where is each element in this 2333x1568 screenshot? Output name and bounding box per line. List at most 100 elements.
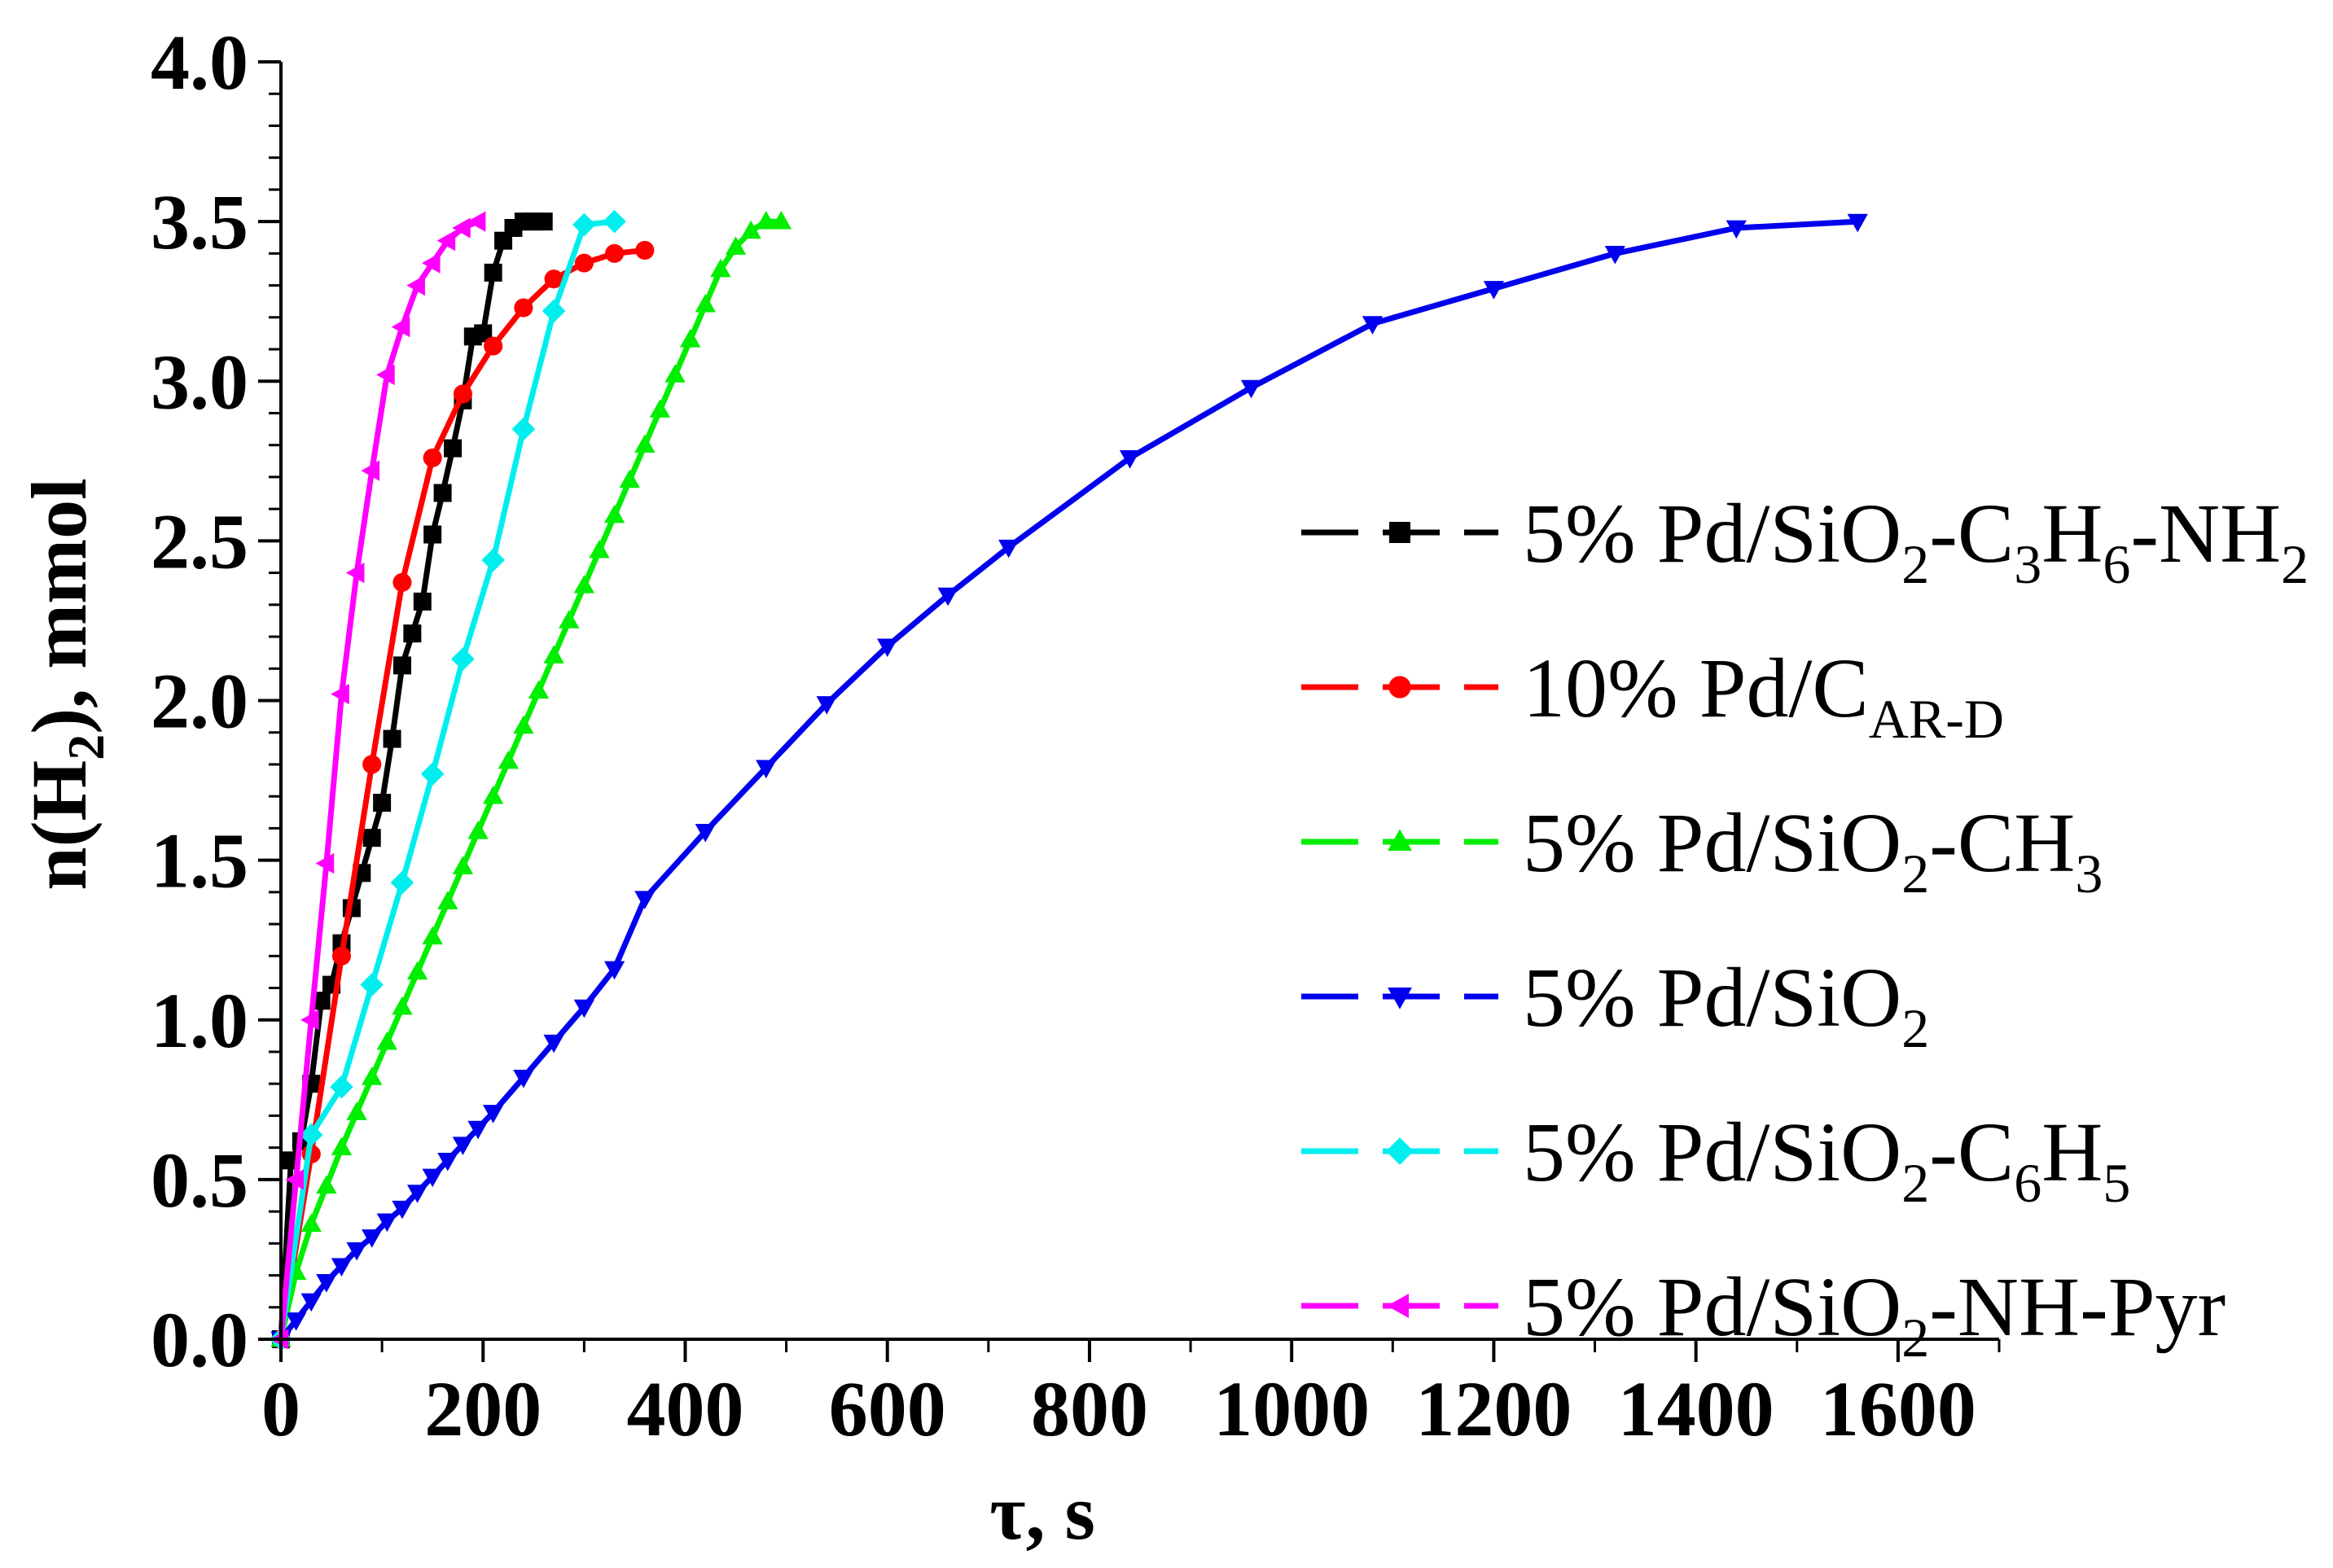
data-point	[362, 755, 382, 774]
series-6	[270, 211, 486, 1350]
data-point	[1483, 281, 1505, 300]
data-point	[421, 252, 441, 274]
data-point	[376, 1031, 397, 1050]
data-point	[392, 996, 413, 1015]
data-point	[330, 1075, 353, 1099]
legend-label: 5% Pd/SiO2-NH-Pyr	[1523, 1260, 2226, 1369]
data-point	[406, 274, 425, 296]
x-tick-label: 0	[261, 1365, 300, 1452]
data-point	[543, 1034, 564, 1053]
data-point	[603, 961, 625, 980]
y-tick-label: 0.0	[151, 1296, 248, 1383]
data-point	[649, 399, 671, 418]
y-tick-label: 3.0	[151, 338, 248, 425]
y-tick-label: 1.0	[151, 977, 248, 1064]
data-point	[1604, 246, 1626, 265]
data-point	[1240, 379, 1262, 399]
data-point	[362, 1067, 383, 1085]
data-point	[437, 1152, 458, 1172]
data-point	[603, 504, 625, 523]
data-point	[423, 525, 442, 544]
data-point	[422, 1168, 443, 1188]
data-point	[474, 324, 493, 343]
legend-label: 10% Pd/CAR-D	[1523, 642, 2004, 750]
data-point	[756, 210, 777, 230]
data-point	[406, 961, 428, 980]
legend-marker	[1386, 1137, 1414, 1165]
legend-marker	[1389, 522, 1410, 543]
data-point	[603, 209, 626, 234]
legend-label: 5% Pd/SiO2	[1523, 951, 1929, 1059]
data-point	[619, 469, 640, 488]
data-point	[316, 1274, 337, 1293]
data-point	[299, 1123, 323, 1147]
series-3	[270, 210, 792, 1347]
y-tick-label: 2.0	[151, 658, 248, 745]
data-point	[433, 484, 452, 502]
data-point	[695, 293, 716, 313]
data-point	[346, 1242, 367, 1261]
data-point	[361, 460, 380, 481]
y-tick-label: 1.5	[151, 817, 248, 904]
data-point	[559, 610, 580, 629]
data-point	[285, 1312, 307, 1331]
legend-item-1: 5% Pd/SiO2-C3H6-NH2	[1301, 487, 2309, 595]
legend: 5% Pd/SiO2-C3H6-NH2 10% Pd/CAR-D 5% Pd/SiO…	[1301, 487, 2309, 1369]
x-tick-label: 800	[1031, 1365, 1148, 1452]
legend-label: 5% Pd/SiO2-C6H5	[1523, 1106, 2130, 1214]
data-point	[383, 729, 401, 748]
data-point	[695, 823, 716, 843]
data-point	[1119, 450, 1141, 469]
data-point	[331, 1137, 353, 1155]
data-point	[346, 1102, 367, 1120]
series-4	[270, 213, 1868, 1351]
series-line	[278, 218, 618, 1342]
data-point	[740, 220, 761, 239]
data-point	[1362, 316, 1384, 335]
x-tick-label: 200	[424, 1365, 542, 1452]
data-point	[573, 575, 595, 593]
legend-item-4: 5% Pd/SiO2	[1301, 951, 1929, 1059]
data-point	[937, 587, 958, 607]
data-point	[420, 762, 445, 786]
y-tick-label: 3.5	[151, 178, 248, 265]
data-point	[452, 1137, 474, 1155]
data-point	[453, 384, 472, 404]
data-point	[482, 785, 504, 804]
data-point	[467, 1120, 489, 1140]
data-point	[376, 1213, 397, 1233]
data-point	[422, 926, 443, 945]
data-point	[498, 750, 519, 769]
x-tick-label: 400	[626, 1365, 743, 1452]
y-axis-title: n(H2), mmol	[15, 478, 115, 891]
legend-marker	[1388, 676, 1411, 699]
legend-item-6: 5% Pd/SiO2-NH-Pyr	[1301, 1260, 2226, 1369]
data-point	[467, 821, 489, 839]
legend-marker	[1388, 987, 1412, 1010]
data-point	[300, 1293, 322, 1312]
data-point	[574, 253, 594, 273]
data-point	[534, 212, 553, 231]
y-tick-label: 0.5	[151, 1137, 248, 1224]
data-point	[481, 548, 505, 572]
series-line	[278, 218, 784, 1342]
x-tick-label: 600	[829, 1365, 946, 1452]
data-point	[511, 417, 536, 441]
data-point	[331, 1258, 353, 1277]
data-point	[285, 1169, 304, 1190]
data-point	[572, 212, 596, 237]
data-point	[451, 647, 475, 671]
x-tick-label: 1000	[1213, 1365, 1370, 1452]
data-point	[316, 1175, 337, 1194]
data-point	[406, 1185, 428, 1203]
x-tick-label: 1400	[1618, 1365, 1774, 1452]
data-point	[756, 760, 777, 779]
data-point	[482, 1105, 504, 1123]
data-point	[413, 592, 432, 611]
data-point	[403, 624, 422, 643]
data-point	[437, 891, 458, 909]
data-point	[390, 870, 414, 895]
data-point	[816, 696, 837, 715]
